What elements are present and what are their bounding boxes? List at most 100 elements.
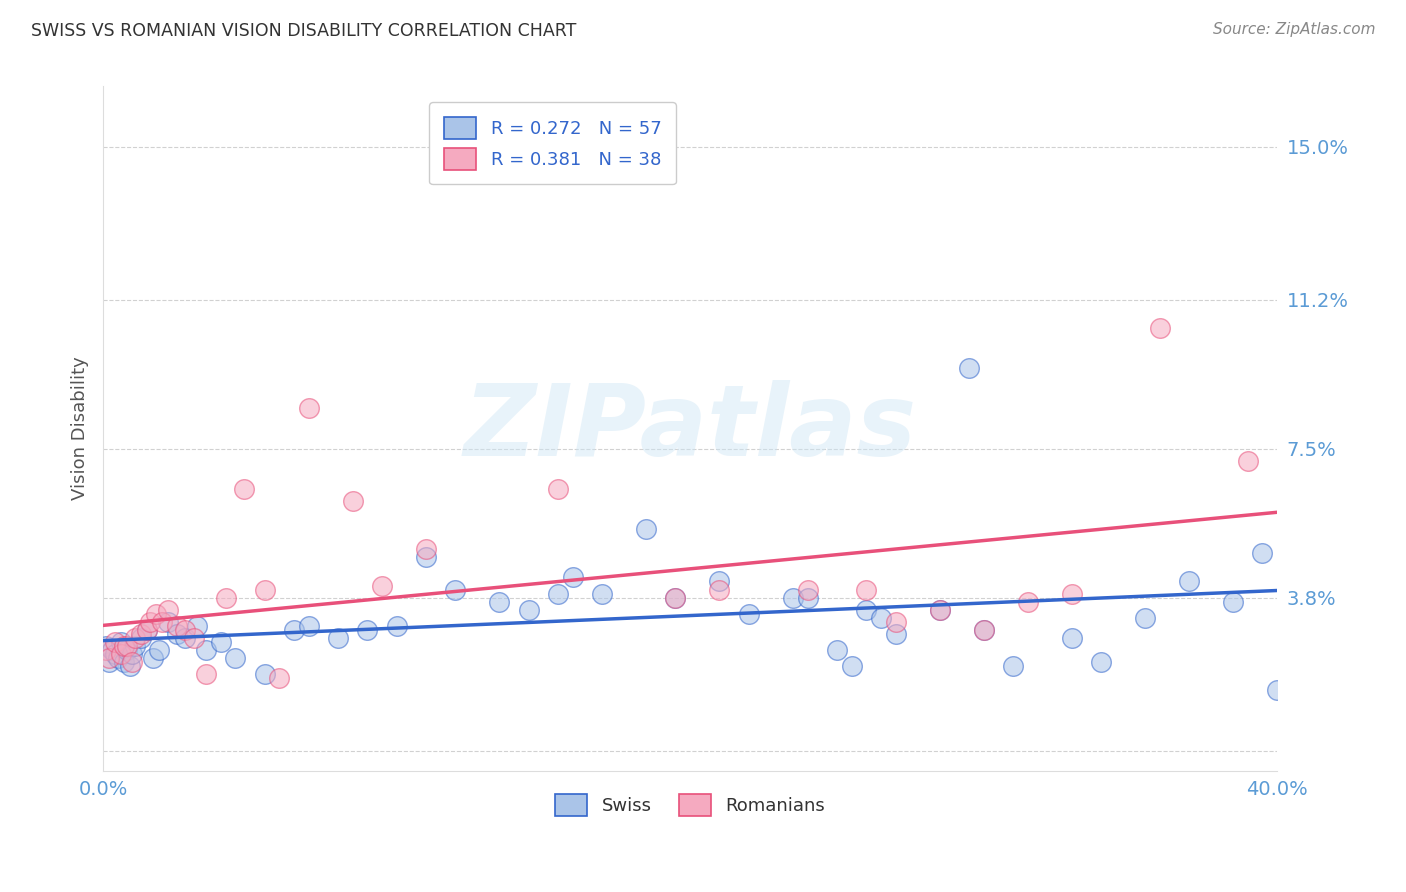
Point bbox=[98, 651, 121, 665]
Point bbox=[371, 578, 394, 592]
Point bbox=[104, 647, 127, 661]
Point bbox=[326, 631, 349, 645]
Point bbox=[1251, 546, 1274, 560]
Point bbox=[1133, 611, 1156, 625]
Point bbox=[194, 643, 217, 657]
Point bbox=[104, 635, 127, 649]
Point bbox=[825, 643, 848, 657]
Point bbox=[884, 627, 907, 641]
Point bbox=[115, 643, 138, 657]
Point bbox=[115, 639, 138, 653]
Point bbox=[233, 482, 256, 496]
Point bbox=[121, 647, 143, 661]
Point bbox=[782, 591, 804, 605]
Point bbox=[253, 667, 276, 681]
Point bbox=[664, 591, 686, 605]
Point bbox=[129, 631, 152, 645]
Point bbox=[884, 615, 907, 629]
Point bbox=[148, 643, 170, 657]
Point bbox=[183, 631, 205, 645]
Point bbox=[709, 574, 731, 589]
Point bbox=[1090, 655, 1112, 669]
Point bbox=[1265, 683, 1288, 698]
Point bbox=[591, 586, 613, 600]
Point bbox=[186, 619, 208, 633]
Point bbox=[124, 639, 146, 653]
Point bbox=[1017, 594, 1039, 608]
Point bbox=[142, 651, 165, 665]
Point bbox=[796, 591, 818, 605]
Point bbox=[547, 482, 569, 496]
Point bbox=[150, 615, 173, 629]
Point bbox=[94, 639, 117, 653]
Point bbox=[636, 522, 658, 536]
Point bbox=[101, 643, 124, 657]
Y-axis label: Vision Disability: Vision Disability bbox=[72, 357, 89, 500]
Point bbox=[1149, 321, 1171, 335]
Point bbox=[136, 623, 159, 637]
Point bbox=[107, 651, 129, 665]
Point bbox=[342, 494, 364, 508]
Point bbox=[1060, 586, 1083, 600]
Point bbox=[110, 647, 132, 661]
Point bbox=[253, 582, 276, 597]
Point bbox=[145, 607, 167, 621]
Point bbox=[112, 639, 135, 653]
Point bbox=[166, 619, 188, 633]
Point bbox=[796, 582, 818, 597]
Point bbox=[139, 615, 162, 629]
Point bbox=[194, 667, 217, 681]
Point bbox=[156, 615, 179, 629]
Point bbox=[129, 627, 152, 641]
Point bbox=[209, 635, 232, 649]
Text: SWISS VS ROMANIAN VISION DISABILITY CORRELATION CHART: SWISS VS ROMANIAN VISION DISABILITY CORR… bbox=[31, 22, 576, 40]
Point bbox=[356, 623, 378, 637]
Point bbox=[1222, 594, 1244, 608]
Point bbox=[1236, 454, 1258, 468]
Point bbox=[561, 570, 583, 584]
Point bbox=[1178, 574, 1201, 589]
Point bbox=[118, 659, 141, 673]
Point bbox=[928, 602, 950, 616]
Point bbox=[297, 619, 319, 633]
Point bbox=[415, 542, 437, 557]
Point bbox=[1001, 659, 1024, 673]
Point bbox=[488, 594, 510, 608]
Text: Source: ZipAtlas.com: Source: ZipAtlas.com bbox=[1212, 22, 1375, 37]
Point bbox=[973, 623, 995, 637]
Point bbox=[957, 361, 980, 376]
Point bbox=[121, 655, 143, 669]
Legend: Swiss, Romanians: Swiss, Romanians bbox=[547, 787, 832, 823]
Point bbox=[415, 550, 437, 565]
Point bbox=[973, 623, 995, 637]
Point bbox=[870, 611, 893, 625]
Point bbox=[166, 627, 188, 641]
Point bbox=[855, 602, 877, 616]
Point bbox=[1060, 631, 1083, 645]
Point bbox=[928, 602, 950, 616]
Point bbox=[112, 655, 135, 669]
Point bbox=[297, 401, 319, 416]
Point bbox=[709, 582, 731, 597]
Point bbox=[547, 586, 569, 600]
Point bbox=[269, 671, 291, 685]
Point bbox=[517, 602, 540, 616]
Text: ZIPatlas: ZIPatlas bbox=[464, 380, 917, 477]
Point bbox=[664, 591, 686, 605]
Point bbox=[98, 655, 121, 669]
Point bbox=[224, 651, 246, 665]
Point bbox=[174, 631, 197, 645]
Point bbox=[156, 602, 179, 616]
Point bbox=[174, 623, 197, 637]
Point bbox=[855, 582, 877, 597]
Point bbox=[444, 582, 467, 597]
Point bbox=[283, 623, 305, 637]
Point bbox=[136, 623, 159, 637]
Point bbox=[124, 631, 146, 645]
Point bbox=[385, 619, 408, 633]
Point bbox=[94, 643, 117, 657]
Point bbox=[110, 635, 132, 649]
Point bbox=[841, 659, 863, 673]
Point bbox=[215, 591, 238, 605]
Point bbox=[738, 607, 761, 621]
